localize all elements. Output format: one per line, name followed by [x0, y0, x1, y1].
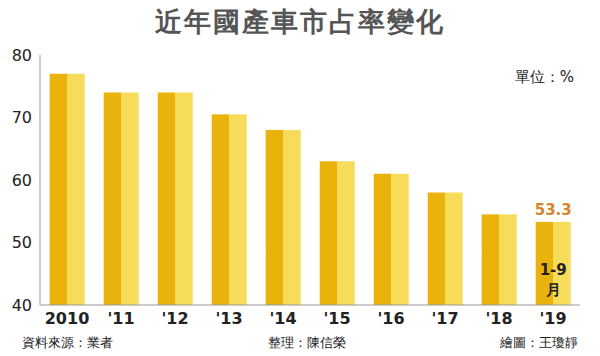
svg-text:2010: 2010 [45, 309, 90, 328]
html-text:資料來源：業者: 資料來源：業者 [22, 335, 113, 350]
svg-text:'11: '11 [107, 309, 134, 328]
svg-text:80: 80 [12, 46, 32, 65]
html-text:整理：陳信榮: 整理：陳信榮 [267, 335, 346, 350]
svg-text:'14: '14 [269, 309, 296, 328]
svg-text:'19: '19 [539, 309, 566, 328]
svg-text:50: 50 [12, 233, 32, 252]
svg-text:'12: '12 [161, 309, 188, 328]
svg-text:'17: '17 [431, 309, 458, 328]
svg-text:'13: '13 [215, 309, 242, 328]
svg-text:40: 40 [12, 296, 32, 315]
html-text:單位：%: 單位：% [514, 68, 574, 86]
svg-text:'16: '16 [377, 309, 404, 328]
svg-text:70: 70 [12, 108, 32, 127]
svg-text:60: 60 [12, 171, 32, 190]
svg-text:1-9月: 1-9月 [540, 261, 567, 299]
html-text:繪圖：王瓊靜: 繪圖：王瓊靜 [500, 335, 578, 350]
svg-text:'15: '15 [323, 309, 350, 328]
svg-text:'18: '18 [485, 309, 512, 328]
svg-text:53.3: 53.3 [535, 201, 572, 219]
html-text:近年國產車市占率變化: 近年國產車市占率變化 [155, 6, 445, 37]
